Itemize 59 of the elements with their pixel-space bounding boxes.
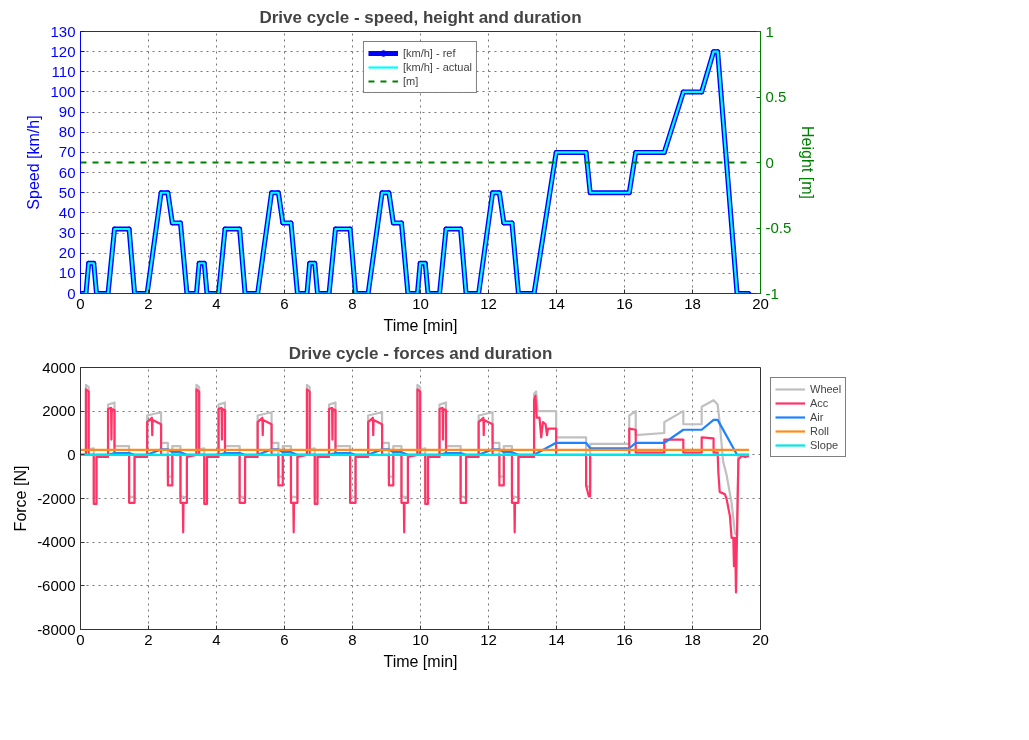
y-axis-title: Force [N] [12,465,30,532]
y-tick-label: 100 [50,82,76,100]
x-axis-title: Time [min] [383,652,458,670]
x-tick-label: 4 [212,294,221,312]
y-tick-label: 130 [50,22,76,40]
y2-tick-label: 0.5 [765,88,787,105]
y-tick-label: -6000 [37,576,76,594]
y-tick-label: -8000 [37,620,76,638]
chart-title: Drive cycle - forces and duration [288,343,553,363]
x-tick-label: 20 [752,294,769,312]
legend-label: Slope [810,438,839,452]
y-tick-label: 50 [58,183,76,201]
legend-label: Roll [810,424,830,438]
x-tick-label: 4 [212,630,221,648]
legend-label: Air [810,410,825,424]
y-tick-label: 110 [51,62,76,80]
x-tick-label: 16 [616,630,633,648]
legend-label: Acc [810,396,830,410]
legend-label: [km/h] - actual [402,60,473,74]
y-tick-label: 4000 [42,358,76,376]
y2-tick-label: 1 [765,22,774,40]
y-tick-label: 30 [58,224,76,242]
y-tick-label: -4000 [37,533,76,551]
y-axis-title: Speed [km/h] [25,115,43,210]
x-tick-label: 16 [616,294,633,312]
x-tick-label: 12 [480,294,497,312]
x-tick-label: 6 [280,294,289,312]
y-tick-label: 0 [67,445,76,463]
x-tick-label: 14 [548,630,565,648]
x-tick-label: 12 [480,630,497,648]
y-tick-label: 90 [58,103,76,121]
x-tick-label: 10 [412,294,429,312]
x-tick-label: 8 [348,630,357,648]
y2-axis-title: Height [m] [799,126,817,199]
x-tick-label: 10 [412,630,429,648]
y-tick-label: -2000 [37,489,76,507]
legend-label: Wheel [810,382,842,396]
y-tick-label: 10 [58,264,76,282]
x-tick-label: 20 [752,630,769,648]
x-tick-label: 18 [684,630,701,648]
x-tick-label: 14 [548,294,565,312]
y2-tick-label: -0.5 [765,219,792,236]
y-tick-label: 70 [58,143,76,161]
x-axis-title: Time [min] [383,316,458,334]
legend-label: [m] [402,74,420,88]
y-tick-label: 80 [58,123,76,141]
y-tick-label: 120 [50,42,76,60]
legend-label: [km/h] - ref [402,46,456,60]
x-tick-label: 2 [144,294,153,312]
y-tick-label: 60 [58,163,76,181]
chart-title: Drive cycle - speed, height and duration [259,7,582,27]
y2-tick-label: 0 [765,153,774,171]
x-tick-label: 6 [280,630,289,648]
x-tick-label: 2 [144,630,153,648]
y-tick-label: 2000 [42,402,76,420]
x-tick-label: 18 [684,294,701,312]
y-tick-label: 20 [58,244,76,262]
x-tick-label: 8 [348,294,357,312]
y-tick-label: 40 [58,203,76,221]
